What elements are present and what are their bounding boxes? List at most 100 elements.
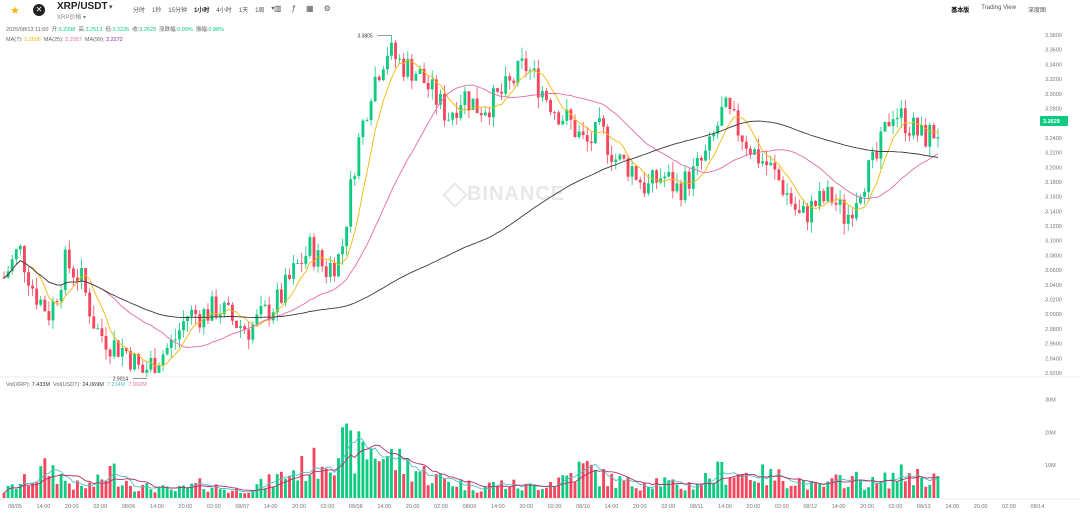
- view-tab-tradingview[interactable]: Trading View: [981, 5, 1016, 11]
- candle-body: [182, 321, 185, 331]
- candle-body: [716, 125, 720, 134]
- candle-body: [173, 339, 177, 341]
- current-price-label: 3.2629: [1043, 119, 1060, 125]
- interval-tab[interactable]: 1周: [255, 8, 265, 14]
- volume-bar: [614, 488, 618, 498]
- volume-bar: [88, 482, 92, 498]
- volume-bar: [854, 471, 858, 498]
- volume-bar: [663, 477, 667, 498]
- candle-body: [699, 157, 703, 161]
- price-tick-label: 3.0600: [1045, 268, 1062, 274]
- candle-body: [76, 277, 79, 282]
- interval-tab[interactable]: 15分钟: [168, 8, 188, 14]
- volume-bar: [259, 478, 263, 498]
- candle-body: [263, 304, 267, 307]
- volume-bar: [133, 491, 136, 498]
- view-tab-basic[interactable]: 基本版: [951, 8, 970, 14]
- candle-body: [177, 330, 181, 340]
- layout-icon[interactable]: ▦: [306, 4, 314, 13]
- low-value: 3.2226: [112, 27, 130, 33]
- open-label: 开:: [51, 27, 59, 33]
- candle-body: [903, 108, 907, 134]
- candle-body: [112, 340, 116, 357]
- volume-bar: [210, 487, 214, 498]
- settings-icon[interactable]: ⚙: [323, 4, 331, 13]
- volume-bar: [781, 480, 785, 498]
- pair-subtitle[interactable]: XRP价格 ▾: [57, 15, 87, 21]
- time-tick-label: 08/06: [122, 504, 136, 510]
- candle-body: [341, 246, 344, 255]
- volume-bar: [402, 474, 406, 498]
- view-tab-depth[interactable]: 深度图: [1027, 8, 1046, 14]
- candle-type-icon[interactable]: ▥: [274, 4, 282, 13]
- ma-legend[interactable]: MA(7): 3.2506 MA(25): 3.2057 MA(99): 3.2…: [6, 37, 123, 43]
- price-tick-label: 3.3800: [1045, 33, 1062, 39]
- volume-bar: [483, 486, 487, 498]
- candle-body: [426, 83, 430, 90]
- volume-bar: [814, 483, 818, 498]
- volume-bar: [145, 483, 149, 498]
- ma7-label: MA(7):: [6, 37, 23, 43]
- candle-body: [59, 290, 63, 302]
- candle-body: [598, 118, 601, 122]
- candle-body: [834, 202, 838, 205]
- candle-body: [630, 166, 634, 177]
- candle-body: [801, 205, 805, 213]
- candle-body: [259, 306, 263, 315]
- volume-bar: [646, 487, 650, 498]
- current-price-tag: [1040, 116, 1068, 127]
- volume-bar: [459, 480, 463, 498]
- candle-body: [161, 354, 165, 366]
- indicators-icon[interactable]: ƒ: [291, 4, 297, 13]
- volume-bar: [536, 490, 540, 498]
- volume-bar: [434, 474, 438, 498]
- volume-bar: [214, 484, 218, 498]
- volume-bar: [903, 481, 907, 498]
- interval-tab-active[interactable]: 1小时: [194, 8, 210, 14]
- volume-bar: [593, 469, 597, 498]
- interval-more-icon[interactable]: ▾: [271, 6, 275, 12]
- candle-body: [512, 80, 516, 84]
- candle-body: [814, 200, 818, 206]
- high-marker-label: 3.3805: [357, 33, 373, 39]
- favorite-star-icon[interactable]: ★: [10, 5, 20, 17]
- volume-bar: [137, 491, 141, 498]
- candle-body: [43, 299, 47, 312]
- candle-body: [190, 309, 194, 317]
- interval-tab[interactable]: 1秒: [152, 8, 162, 14]
- volume-bar: [381, 459, 385, 498]
- candle-body: [912, 117, 915, 136]
- candle-body: [471, 98, 475, 110]
- xrp-logo-icon: ✕: [33, 4, 45, 16]
- volume-bar: [161, 485, 165, 498]
- time-tick-label: 08/05: [8, 504, 22, 510]
- interval-tab[interactable]: 分时: [133, 8, 146, 14]
- volume-bar: [687, 482, 691, 498]
- candle-body: [679, 183, 683, 201]
- volume-bar: [569, 472, 573, 498]
- pair-title[interactable]: XRP/USDT: [57, 1, 108, 12]
- volume-bar: [667, 480, 671, 498]
- interval-tab[interactable]: 1天: [238, 8, 249, 14]
- volume-bar: [279, 471, 283, 498]
- time-tick-label: 02:00: [207, 504, 221, 510]
- price-tick-label: 3.1000: [1045, 239, 1062, 245]
- candle-body: [728, 97, 732, 110]
- candle-body: [610, 154, 614, 162]
- volume-ma-lines: [3, 436, 939, 494]
- price-tick-label: 3.2000: [1045, 165, 1062, 171]
- candle-body: [557, 112, 561, 125]
- candle-body: [475, 98, 479, 114]
- volume-bar: [67, 483, 71, 498]
- candle-body: [324, 266, 328, 278]
- volume-bar: [553, 486, 557, 498]
- volume-bar: [589, 464, 593, 498]
- candle-body: [842, 199, 846, 224]
- candle-body: [508, 76, 512, 81]
- chevron-down-icon[interactable]: ▾: [109, 4, 113, 11]
- candle-body: [479, 113, 483, 116]
- candle-body: [394, 42, 397, 60]
- interval-tab[interactable]: 4小时: [216, 8, 232, 14]
- volume-legend[interactable]: Vol(XRP): 7.433M Vol(USDT): 24.069M 7.21…: [6, 382, 147, 388]
